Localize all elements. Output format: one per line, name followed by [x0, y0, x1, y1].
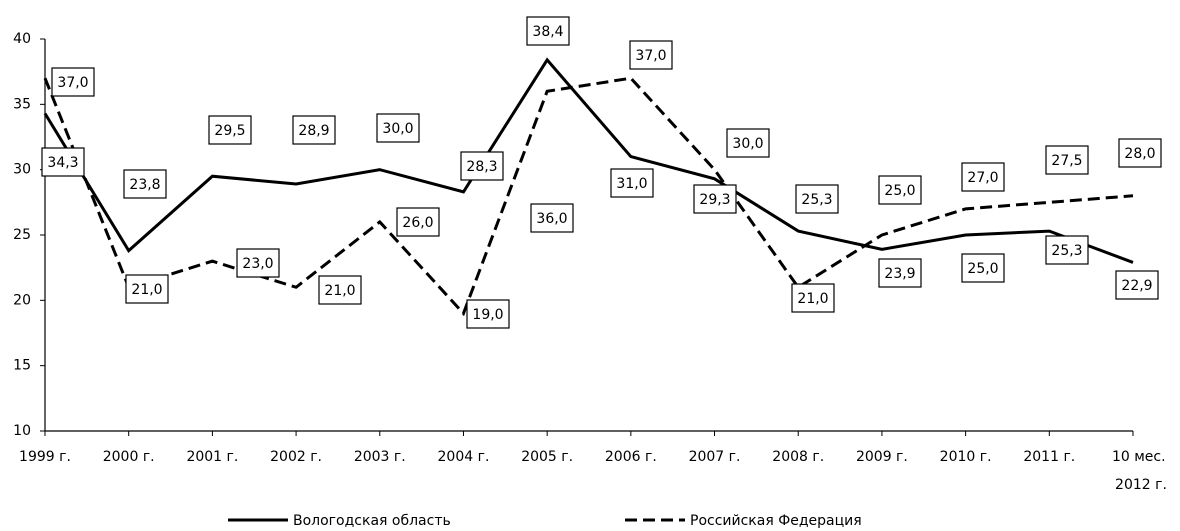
data-label: 37,0 — [57, 75, 88, 91]
data-label-box — [791, 283, 835, 313]
data-label-box — [208, 115, 252, 145]
data-label: 21,0 — [131, 282, 162, 298]
data-label-box — [726, 128, 770, 158]
data-label-box — [376, 113, 420, 143]
x-tick-label-line: 10 мес. — [1112, 449, 1170, 465]
data-label: 36,0 — [536, 211, 567, 227]
data-label-box — [236, 248, 280, 278]
x-tick-label: 2003 г. — [354, 449, 406, 465]
data-label: 23,8 — [129, 177, 160, 193]
x-tick-label: 2007 г. — [689, 449, 741, 465]
x-tick-label: 2000 г. — [103, 449, 155, 465]
series-line — [43, 57, 1134, 264]
data-label-box — [1045, 235, 1089, 265]
data-label-box — [41, 147, 85, 177]
data-label-box — [795, 184, 839, 214]
x-tick-label: 2001 г. — [186, 449, 238, 465]
data-label: 23,9 — [884, 266, 915, 282]
data-label: 29,3 — [699, 192, 730, 208]
data-label-box — [51, 67, 95, 97]
data-label-box — [878, 258, 922, 288]
data-label-box — [123, 169, 167, 199]
data-label-box — [1118, 138, 1162, 168]
data-label: 21,0 — [797, 291, 828, 307]
data-label: 30,0 — [732, 136, 763, 152]
data-label: 19,0 — [472, 307, 503, 323]
data-label: 25,0 — [967, 261, 998, 277]
data-label-box — [629, 40, 673, 70]
data-label: 30,0 — [382, 121, 413, 137]
x-tick-label: 2002 г. — [270, 449, 322, 465]
series-line — [43, 76, 1134, 317]
data-label-box — [530, 203, 574, 233]
data-label: 25,0 — [884, 183, 915, 199]
data-label: 27,5 — [1051, 153, 1082, 169]
data-label: 38,4 — [532, 24, 563, 40]
x-tick-label: 2006 г. — [605, 449, 657, 465]
y-tick-label: 40 — [13, 31, 31, 47]
y-tick-label: 15 — [13, 358, 31, 374]
data-label: 31,0 — [616, 176, 647, 192]
data-label-box — [292, 115, 336, 145]
x-tick-label: 2010 г. — [940, 449, 992, 465]
data-label: 26,0 — [402, 215, 433, 231]
data-label-box — [460, 151, 504, 181]
data-label: 21,0 — [324, 283, 355, 299]
y-tick-label: 20 — [13, 292, 31, 308]
data-label: 28,9 — [298, 123, 329, 139]
data-label-box — [1045, 145, 1089, 175]
y-tick-label: 25 — [13, 227, 31, 243]
x-tick-label: 2008 г. — [772, 449, 824, 465]
data-label-box — [396, 207, 440, 237]
y-tick-label: 30 — [13, 162, 31, 178]
data-label: 23,0 — [242, 256, 273, 272]
data-label-box — [878, 175, 922, 205]
data-label-box — [125, 274, 169, 304]
data-label-box — [526, 16, 570, 46]
data-label-box — [318, 275, 362, 305]
data-label: 25,3 — [801, 192, 832, 208]
data-label-box — [961, 253, 1005, 283]
x-tick-label: 1999 г. — [19, 449, 71, 465]
x-tick-label: 2009 г. — [856, 449, 908, 465]
data-label: 22,9 — [1121, 278, 1152, 294]
data-label: 27,0 — [967, 170, 998, 186]
x-tick-label: 2005 г. — [521, 449, 573, 465]
x-tick-label: 2011 г. — [1023, 449, 1075, 465]
x-tick-label: 10 мес. 2012 г. — [1112, 449, 1170, 493]
data-label-box — [1115, 270, 1159, 300]
data-label: 28,0 — [1124, 146, 1155, 162]
data-label: 29,5 — [214, 123, 245, 139]
data-label-box — [610, 168, 654, 198]
data-label: 34,3 — [47, 155, 78, 171]
data-label-box — [961, 162, 1005, 192]
data-label: 25,3 — [1051, 243, 1082, 259]
data-label-box — [693, 184, 737, 214]
y-tick-label: 10 — [13, 423, 31, 439]
data-label-box — [466, 299, 510, 329]
data-label: 28,3 — [466, 159, 497, 175]
x-tick-label: 2004 г. — [438, 449, 490, 465]
legend-label: Вологодская область — [293, 513, 451, 529]
legend-label: Российская Федерация — [690, 513, 862, 529]
x-tick-label-line: 2012 г. — [1115, 477, 1167, 493]
data-label: 37,0 — [635, 48, 666, 64]
y-tick-label: 35 — [13, 96, 31, 112]
